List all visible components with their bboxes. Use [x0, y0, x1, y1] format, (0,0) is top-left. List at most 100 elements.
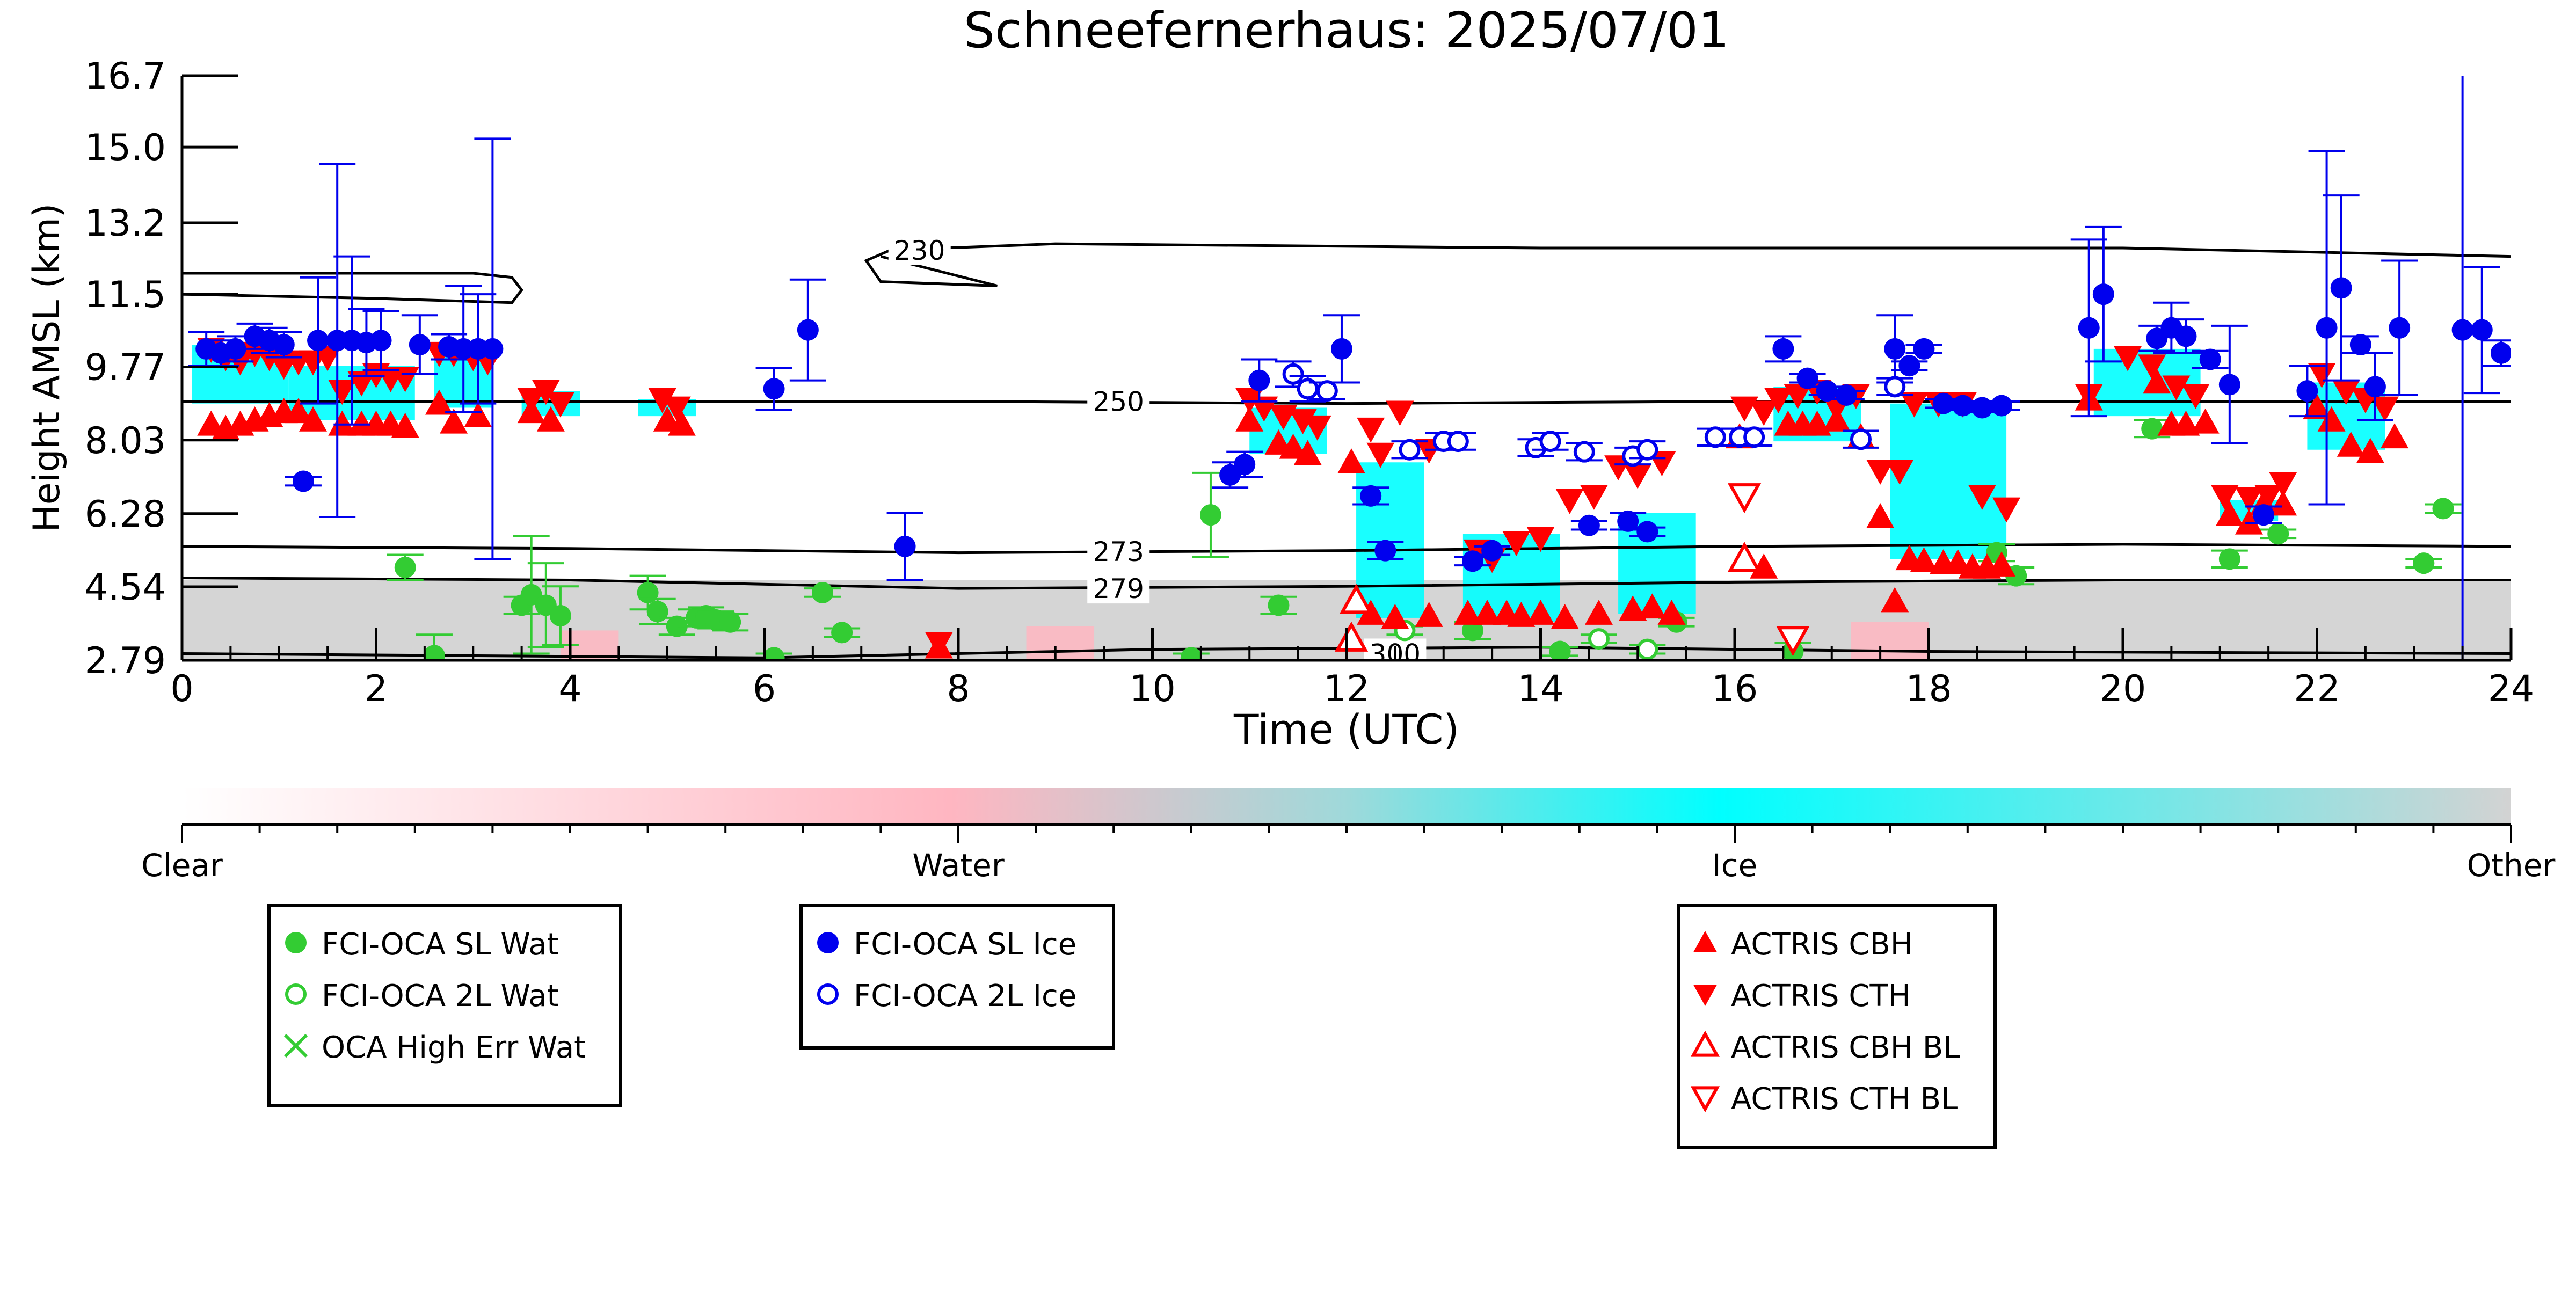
colorbar-label: Ice [1712, 847, 1758, 884]
legend-label: OCA High Err Wat [322, 1030, 586, 1065]
data-point [1619, 595, 1647, 621]
data-point [2218, 548, 2240, 570]
data-point [273, 334, 295, 356]
x-tick-label: 20 [2100, 668, 2146, 710]
data-point [1279, 433, 1307, 459]
data-point [1835, 384, 1857, 406]
data-point [2138, 354, 2166, 380]
legend-marker [817, 983, 839, 1005]
data-point [894, 535, 916, 557]
x-tick-label: 16 [1712, 668, 1758, 710]
legend-marker [1693, 931, 1717, 952]
data-point [1337, 448, 1366, 474]
data-point [637, 581, 659, 603]
data-point [347, 371, 376, 397]
data-point [1386, 400, 1414, 426]
legend-marker [817, 932, 839, 953]
data-point [1952, 395, 1974, 417]
data-point [1366, 442, 1395, 468]
ice-region [1890, 403, 2007, 559]
data-point [425, 389, 453, 415]
data-point [2143, 368, 2171, 394]
data-point [1636, 439, 1658, 461]
data-point [1526, 600, 1555, 625]
data-point [1250, 396, 1278, 422]
data-point [2332, 380, 2360, 405]
data-point [2451, 319, 2473, 341]
data-point [1573, 441, 1595, 463]
isotherm-label-bg [888, 235, 951, 265]
y-tick-label: 4.54 [85, 566, 166, 609]
data-point [1234, 454, 1256, 476]
data-point [2303, 393, 2331, 419]
x-tick-label: 2 [365, 668, 388, 710]
data-point [2092, 283, 2114, 305]
isotherm-label-bg [1087, 536, 1150, 567]
data-point [1704, 426, 1726, 448]
data-point [1727, 542, 1762, 572]
data-point [307, 330, 329, 352]
data-point [663, 396, 691, 422]
x-ticks: 0 2 4 6 8 10 12 14 16 18 20 22 24 [170, 628, 2534, 710]
chart-title: Schneefernerhaus: 2025/07/01 [964, 2, 1730, 59]
x-tick-label: 8 [947, 668, 970, 710]
data-point [2296, 380, 2318, 402]
data-point [1850, 428, 1872, 450]
data-point [1913, 338, 1935, 360]
data-point [292, 470, 314, 492]
data-point [667, 410, 696, 436]
data-point [2316, 317, 2338, 339]
data-point [2356, 438, 2384, 463]
legend-marker [1693, 985, 1717, 1006]
data-point [1900, 392, 1929, 418]
data-point [1268, 594, 1290, 616]
data-point [1549, 640, 1571, 660]
legend-frame [1677, 904, 1997, 1149]
data-point [394, 556, 416, 578]
data-point [1730, 396, 1759, 422]
isotherm-label: 279 [1093, 573, 1144, 604]
data-point [1453, 600, 1482, 625]
data-point [1624, 463, 1652, 489]
data-point [2381, 423, 2409, 449]
y-tick-label: 9.77 [85, 347, 166, 389]
legend-label: FCI-OCA 2L Ice [854, 979, 1076, 1014]
data-point [1334, 621, 1369, 652]
data-point [1381, 603, 1409, 629]
data-point [2078, 317, 2100, 339]
data-point [1415, 602, 1443, 627]
y-tick-label: 15.0 [85, 127, 166, 169]
series-actris-cbh [197, 368, 2409, 659]
data-point [2254, 485, 2283, 510]
data-point [1293, 440, 1322, 465]
x-tick-label: 14 [1517, 668, 1564, 710]
data-point [2337, 431, 2365, 457]
data-point [1588, 628, 1610, 650]
data-point [2308, 363, 2336, 388]
legend-label: ACTRIS CTH [1731, 979, 1911, 1014]
data-point [1199, 504, 1221, 526]
x-tick-label: 24 [2488, 668, 2535, 710]
data-point [1750, 400, 1778, 426]
data-point [1968, 485, 1996, 510]
isotherm-line [182, 272, 523, 304]
data-point [2141, 418, 2163, 440]
data-point [1539, 431, 1561, 453]
water-region [1026, 626, 1095, 660]
legend-frame [267, 904, 622, 1107]
legend-frame [799, 904, 1115, 1050]
isotherm-label-bg [1087, 573, 1150, 604]
colorbar-label: Other [2467, 847, 2556, 884]
legend-label: ACTRIS CBH BL [1731, 1030, 1960, 1065]
data-point [646, 601, 668, 623]
data-point [666, 615, 688, 637]
colorbar-label: Water [912, 847, 1005, 884]
isotherm-label: 250 [1093, 387, 1144, 418]
data-point [2269, 472, 2297, 498]
data-point [1636, 638, 1658, 660]
data-point [2364, 376, 2386, 398]
data-point [1750, 553, 1778, 579]
data-point [2235, 509, 2263, 535]
data-point [2114, 346, 2142, 371]
